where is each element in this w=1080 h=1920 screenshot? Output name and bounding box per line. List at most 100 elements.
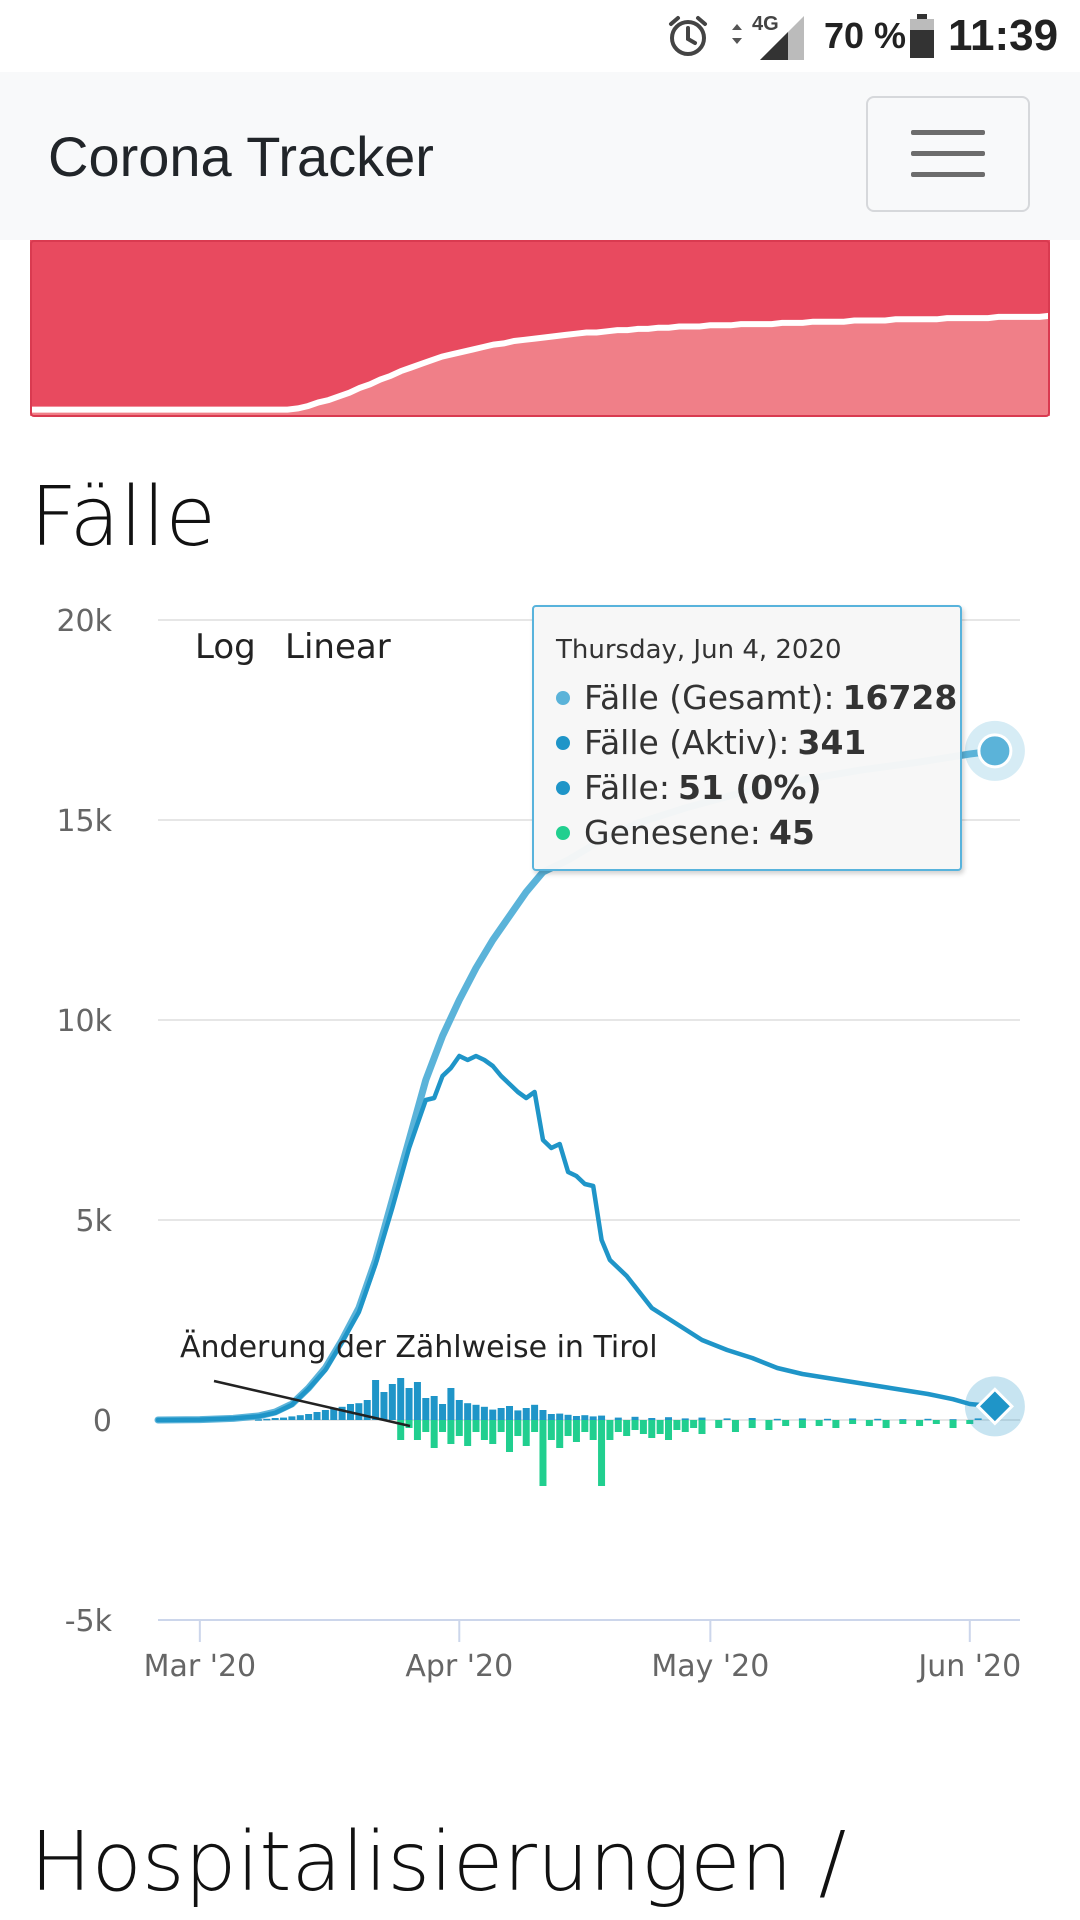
recovered-bar (681, 1420, 689, 1432)
tooltip-value: 16728 (842, 678, 958, 717)
active-cases-point (975, 1387, 1015, 1426)
recovered-bar (665, 1420, 673, 1440)
new-cases-bar (589, 1416, 597, 1420)
recovered-bar (430, 1420, 438, 1448)
new-cases-bar (405, 1388, 413, 1420)
new-cases-bar (949, 1419, 957, 1421)
new-cases-bar (581, 1415, 589, 1420)
recovered-bar (614, 1420, 622, 1432)
recovered-bar (656, 1420, 664, 1434)
recovered-bar (748, 1420, 756, 1428)
navbar-toggler-button[interactable] (866, 96, 1030, 212)
deaths-mini-chart (30, 240, 1050, 417)
chart-tooltip: Thursday, Jun 4, 2020 Fälle (Gesamt): 16… (532, 605, 962, 871)
y-tick-label: 10k (56, 1004, 112, 1039)
recovered-bar (447, 1420, 455, 1444)
tooltip-date: Thursday, Jun 4, 2020 (556, 635, 842, 665)
recovered-bar (899, 1420, 907, 1424)
new-cases-bar (422, 1398, 430, 1420)
recovered-bar (514, 1420, 522, 1436)
battery-percentage: 70 % (824, 15, 907, 56)
recovered-bar (849, 1420, 857, 1424)
new-cases-bar (723, 1418, 731, 1420)
new-cases-bar (698, 1417, 706, 1420)
tooltip-value: 51 (0%) (677, 768, 822, 807)
x-tick-label: Mar '20 (144, 1649, 257, 1684)
recovered-bar (731, 1420, 739, 1432)
new-cases-bar (522, 1408, 530, 1420)
new-cases-bar (430, 1396, 438, 1420)
tooltip-row-total: Fälle (Gesamt): 16728 (556, 675, 960, 720)
tooltip-row-recovered: Genesene: 45 (556, 810, 960, 855)
recovered-bar (405, 1420, 413, 1428)
new-cases-bar (798, 1418, 806, 1420)
recovered-bar (489, 1420, 497, 1444)
navbar-brand[interactable]: Corona Tracker (48, 125, 434, 188)
new-cases-bar (489, 1409, 497, 1420)
new-cases-bar (363, 1400, 371, 1420)
recovered-bar (397, 1420, 405, 1440)
recovered-bar (480, 1420, 488, 1440)
tooltip-label: Fälle (Gesamt): (584, 678, 835, 717)
recovered-bar (572, 1420, 580, 1442)
y-tick-label: 5k (76, 1204, 113, 1239)
new-cases-bar (514, 1410, 522, 1420)
recovered-bar (690, 1420, 698, 1428)
recovered-bar (673, 1420, 681, 1430)
new-cases-bar (455, 1400, 463, 1420)
new-cases-bar (413, 1382, 421, 1420)
recovered-bar (556, 1420, 564, 1448)
new-cases-bar (556, 1413, 564, 1420)
recovered-bar (581, 1420, 589, 1432)
tooltip-value: 45 (768, 813, 815, 852)
signal-icon: 4G (728, 0, 818, 72)
y-tick-label: -5k (65, 1604, 113, 1639)
recovered-bar (832, 1420, 840, 1428)
recovered-bar (413, 1420, 421, 1440)
log-scale-button[interactable]: Log (195, 627, 256, 667)
new-cases-bar (748, 1418, 756, 1420)
x-tick-label: May '20 (651, 1649, 769, 1684)
battery-icon (908, 0, 936, 72)
recovered-bar (882, 1420, 890, 1428)
x-axis: Mar '20 Apr '20 May '20 Jun '20 (144, 1620, 1021, 1684)
new-cases-bar (313, 1412, 321, 1420)
new-cases-bar (321, 1410, 329, 1420)
recovered-bar (589, 1420, 597, 1440)
total-cases-point (977, 733, 1013, 769)
recovered-bar (531, 1420, 539, 1432)
new-cases-bar (464, 1403, 472, 1420)
red-chart-area (30, 315, 1050, 416)
recovered-bar (422, 1420, 430, 1432)
new-cases-bar (447, 1388, 455, 1420)
tooltip-row-new: Fälle: 51 (0%) (556, 765, 960, 810)
alarm-clock-icon (664, 0, 712, 72)
chart-annotation: Änderung der Zählweise in Tirol (180, 1329, 658, 1428)
recovered-bar (472, 1420, 480, 1432)
recovered-bar (639, 1420, 647, 1434)
tooltip-label: Fälle (Aktiv): (584, 723, 790, 762)
bar-series (254, 1378, 999, 1486)
recovered-bar (598, 1420, 606, 1486)
recovered-bar (916, 1420, 924, 1426)
linear-scale-button[interactable]: Linear (285, 627, 391, 667)
recovered-bar (606, 1420, 614, 1440)
y-tick-label: 15k (56, 804, 112, 839)
tooltip-label: Fälle: (584, 768, 670, 807)
recovered-bar (631, 1420, 639, 1430)
new-cases-bar (899, 1419, 907, 1421)
y-tick-label: 0 (93, 1404, 112, 1439)
new-cases-bar (397, 1378, 405, 1420)
recovered-bar (455, 1420, 463, 1436)
new-cases-bar (497, 1408, 505, 1420)
new-cases-bar (296, 1415, 304, 1420)
new-cases-bar (254, 1419, 262, 1421)
tooltip-dot-new (556, 780, 570, 795)
recovered-bar (765, 1420, 773, 1430)
new-cases-bar (531, 1404, 539, 1420)
network-type-label: 4G (752, 13, 779, 35)
recovered-bar (464, 1420, 472, 1446)
annotation-connector (213, 1379, 411, 1428)
new-cases-bar (824, 1418, 832, 1421)
recovered-bar (966, 1420, 974, 1424)
